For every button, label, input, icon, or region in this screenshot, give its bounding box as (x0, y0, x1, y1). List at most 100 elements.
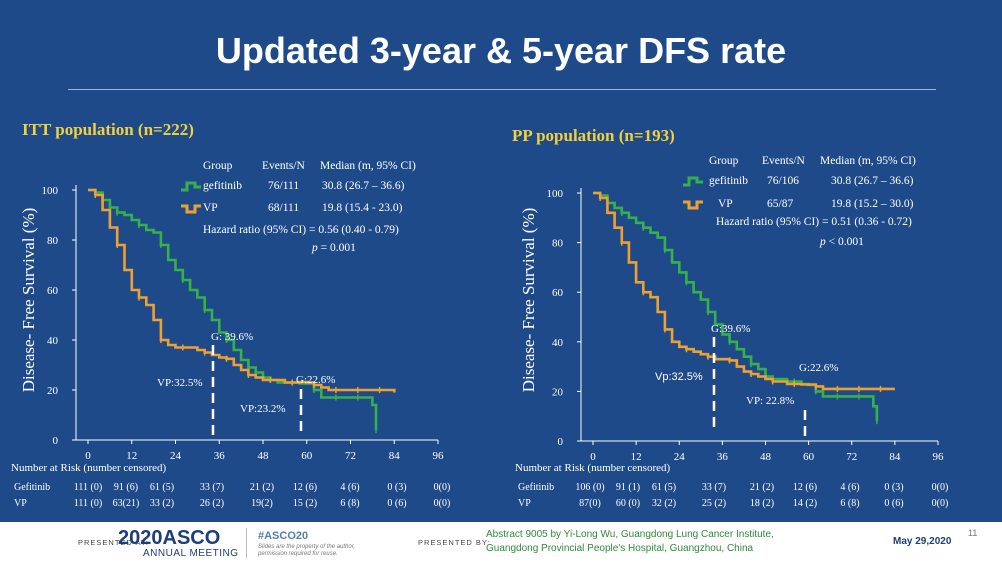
pp-p-number: < 0.001 (828, 236, 864, 248)
pp-header-group: Group (709, 155, 739, 167)
itt-p-number: = 0.001 (320, 242, 356, 254)
pp-row-vp-events: 65/87 (767, 198, 794, 210)
itt-at-risk-value: 4 (6) (340, 482, 359, 493)
pp-at-risk-label: Gefitinib (518, 482, 554, 493)
pp-at-risk-value: 0(0) (932, 482, 949, 493)
itt-y-tick-label: 100 (42, 185, 59, 197)
itt-annotation-label: VP:32.5% (157, 377, 203, 389)
itt-x-axis-label: Number at Risk (number censored) (11, 462, 167, 474)
itt-x-tick-label: 36 (214, 450, 226, 462)
itt-at-risk-value: 61 (5) (150, 482, 174, 493)
pp-at-risk-value: 6 (8) (840, 498, 859, 509)
itt-y-axis-label: Disease- Free Survival (%) (19, 208, 38, 393)
pp-y-tick-label: 0 (558, 436, 564, 448)
itt-annotation-label: G: 39.6% (211, 331, 253, 343)
itt-at-risk-value: 0 (6) (387, 498, 406, 509)
itt-at-risk-value: 15 (2) (293, 498, 317, 509)
pp-y-axis-label: Disease- Free Survival (%) (519, 208, 538, 393)
itt-row-gefitinib-events: 76/111 (268, 180, 300, 192)
itt-x-tick-label: 72 (345, 450, 356, 462)
itt-series-gefitinib (88, 188, 378, 430)
pp-at-risk-value: 14 (2) (793, 498, 817, 509)
itt-row-vp-median: 19.8 (15.4 - 23.0) (322, 202, 403, 214)
pp-x-tick-label: 60 (803, 451, 815, 463)
itt-y-tick-label: 60 (47, 285, 59, 297)
footer-bar: PRESENTED AT: 2020ASCO ANNUAL MEETING #A… (0, 522, 1002, 564)
itt-at-risk-value: 21 (2) (250, 482, 274, 493)
pp-x-tick-label: 84 (889, 451, 901, 463)
itt-at-risk-value: 63(21) (113, 498, 140, 509)
itt-at-risk-value: 12 (6) (293, 482, 317, 493)
itt-p-value: p = 0.001 (312, 242, 356, 254)
itt-y-tick-label: 0 (53, 435, 59, 447)
itt-panel-title: ITT population (n=222) (22, 120, 194, 140)
pp-hazard-ratio: Hazard ratio (95% CI) = 0.51 (0.36 - 0.7… (716, 216, 912, 228)
itt-legend-vp-swatch (180, 202, 202, 214)
pp-at-risk-value: 12 (6) (793, 482, 817, 493)
pp-header-median: Median (m, 95% CI) (820, 155, 916, 167)
pp-at-risk-value: 106 (0) (575, 482, 604, 493)
itt-at-risk-value: 111 (0) (74, 498, 102, 509)
pp-x-tick-label: 36 (717, 451, 729, 463)
pp-at-risk-value: 0 (6) (884, 498, 903, 509)
pp-annotation-label: G:22.6% (799, 362, 838, 374)
itt-at-risk-value: 111 (0) (74, 482, 102, 493)
presented-at-label: PRESENTED AT: (78, 538, 149, 547)
fine-print: Slides are the property of the author, p… (258, 544, 356, 557)
itt-y-tick-label: 40 (47, 335, 59, 347)
itt-y-tick-label: 80 (47, 235, 59, 247)
pp-title-text: PP population (512, 126, 615, 145)
pp-at-risk-value: 4 (6) (840, 482, 859, 493)
abstract-line-2: Guangdong Provincial People's Hospital, … (486, 543, 754, 554)
pp-at-risk-value: 18 (2) (750, 498, 774, 509)
pp-x-tick-label: 96 (933, 451, 945, 463)
itt-annotation-label: G:22.6% (296, 374, 335, 386)
itt-at-risk-value: 0(0) (434, 482, 451, 493)
pp-p-label: p (820, 236, 826, 248)
itt-x-tick-label: 0 (85, 450, 91, 462)
itt-row-gefitinib-group: gefitinib (203, 180, 242, 192)
pp-annotation-label: VP: 22.8% (746, 395, 794, 407)
pp-series-gefitinib (593, 191, 879, 422)
itt-title-text: ITT population (22, 120, 134, 139)
itt-y-tick-label: 20 (47, 385, 59, 397)
itt-legend-gefitinib-swatch (180, 180, 202, 192)
pp-at-risk-label: VP (518, 498, 531, 509)
itt-at-risk-value: 91 (6) (114, 482, 138, 493)
pp-row-vp-group: VP (718, 198, 733, 210)
slide-title: Updated 3-year & 5-year DFS rate (215, 30, 787, 71)
pp-row-gefitinib-group: gefitinib (709, 175, 748, 187)
itt-at-risk-label: Gefitinib (14, 482, 50, 493)
km-charts: 0 20 40 60 80 100 0 12 24 36 48 60 72 84 96 Disease- Fr… (11, 185, 949, 509)
pp-x-tick-label: 48 (760, 451, 772, 463)
pp-at-risk-value: 91 (1) (616, 482, 640, 493)
pp-at-risk-value: 0(0) (932, 498, 949, 509)
abstract-line-1: Abstract 9005 by Yi-Long Wu, Guangdong L… (486, 529, 774, 540)
itt-at-risk-value: 0(0) (434, 498, 451, 509)
pp-y-tick-label: 20 (552, 386, 564, 398)
pp-title-n: (n=193) (618, 126, 675, 145)
itt-header-group: Group (203, 160, 233, 172)
itt-row-vp-group: VP (203, 202, 218, 214)
pp-x-tick-label: 12 (631, 451, 642, 463)
hashtag: #ASCO20 (258, 530, 309, 542)
page-number: 11 (968, 528, 978, 538)
pp-y-tick-label: 60 (552, 287, 564, 299)
pp-p-value: p < 0.001 (820, 236, 864, 248)
pp-x-tick-label: 24 (674, 451, 686, 463)
itt-at-risk-value: 26 (2) (200, 498, 224, 509)
pp-series-vp (593, 191, 895, 391)
pp-y-tick-label: 40 (552, 337, 564, 349)
pp-row-vp-median: 19.8 (15.2 – 30.0) (831, 198, 914, 210)
pp-x-axis-label: Number at Risk (number censored) (515, 462, 671, 474)
pp-at-risk-value: 87(0) (579, 498, 601, 509)
itt-at-risk-value: 33 (2) (150, 498, 174, 509)
pp-at-risk-value: 32 (2) (652, 498, 676, 509)
pp-at-risk-value: 21 (2) (750, 482, 774, 493)
pp-legend-vp-swatch (682, 198, 704, 210)
itt-x-tick-label: 12 (126, 450, 137, 462)
asco-logo: 2020ASCO (118, 527, 220, 550)
pp-at-risk-value: 33 (7) (702, 482, 726, 493)
itt-hazard-ratio: Hazard ratio (95% CI) = 0.56 (0.40 - 0.7… (203, 224, 399, 236)
pp-at-risk-value: 25 (2) (702, 498, 726, 509)
